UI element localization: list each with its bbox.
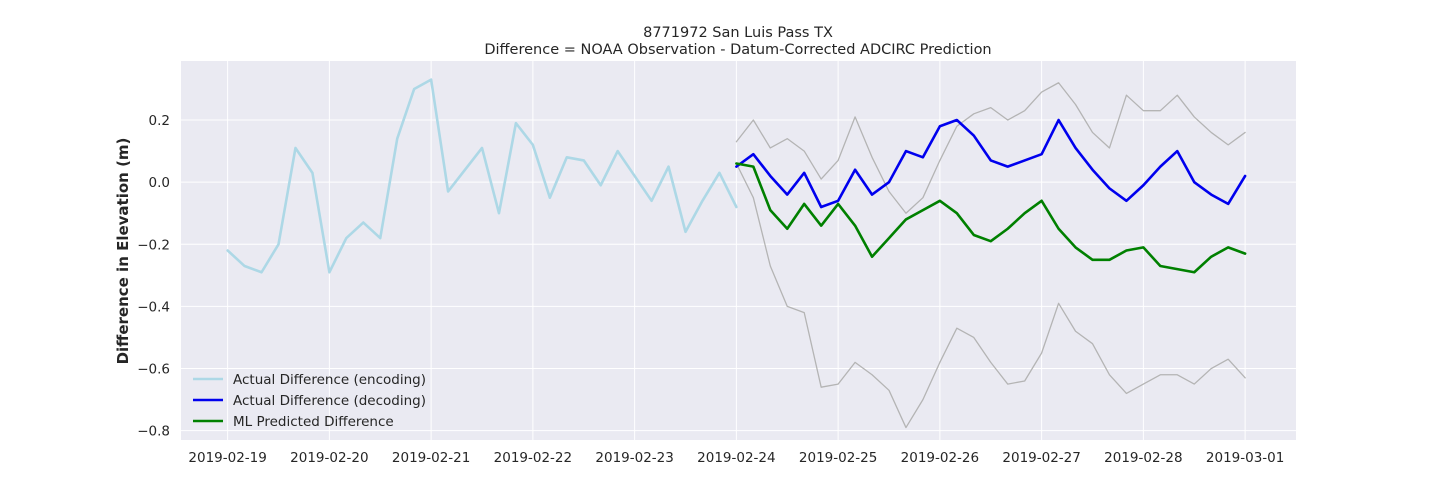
y-tick-label: 0.0 [149, 175, 170, 191]
chart-title: 8771972 San Luis Pass TX [643, 25, 833, 41]
band-line [735, 82, 1246, 214]
band-line [735, 162, 1246, 429]
y-tick-label: −0.4 [137, 299, 170, 315]
x-tick-label: 2019-03-01 [1206, 450, 1284, 466]
data-series [226, 78, 1247, 274]
legend-label: Actual Difference (encoding) [233, 372, 426, 388]
x-tick-label: 2019-02-20 [290, 450, 368, 466]
x-tick-label: 2019-02-24 [697, 450, 775, 466]
error-band-lines [735, 82, 1246, 429]
y-tick-label: −0.8 [137, 424, 170, 440]
series-line [735, 162, 1247, 274]
y-tick-label: 0.2 [149, 113, 170, 129]
x-tick-label: 2019-02-22 [494, 450, 572, 466]
grid-lines [181, 61, 1296, 440]
y-axis-label: Difference in Elevation (m) [114, 138, 132, 365]
x-tick-label: 2019-02-21 [392, 450, 470, 466]
x-tick-label: 2019-02-28 [1104, 450, 1182, 466]
series-line [735, 118, 1247, 209]
x-tick-label: 2019-02-25 [799, 450, 877, 466]
legend-label: ML Predicted Difference [233, 414, 394, 430]
chart-subtitle: Difference = NOAA Observation - Datum-Co… [484, 42, 991, 58]
y-axis-ticks: 0.2 0.0 −0.2 −0.4 −0.6 −0.8 [137, 113, 170, 440]
x-axis-ticks: 2019-02-19 2019-02-20 2019-02-21 2019-02-22… [188, 450, 1284, 466]
x-tick-label: 2019-02-26 [901, 450, 979, 466]
y-tick-label: −0.6 [137, 362, 170, 378]
plot-area [181, 61, 1296, 440]
legend: Actual Difference (encoding) Actual Diffe… [193, 372, 426, 430]
x-tick-label: 2019-02-27 [1002, 450, 1080, 466]
x-tick-label: 2019-02-19 [188, 450, 266, 466]
x-tick-label: 2019-02-23 [595, 450, 673, 466]
series-line [226, 78, 738, 274]
legend-label: Actual Difference (decoding) [233, 393, 426, 409]
y-tick-label: −0.2 [137, 237, 170, 253]
